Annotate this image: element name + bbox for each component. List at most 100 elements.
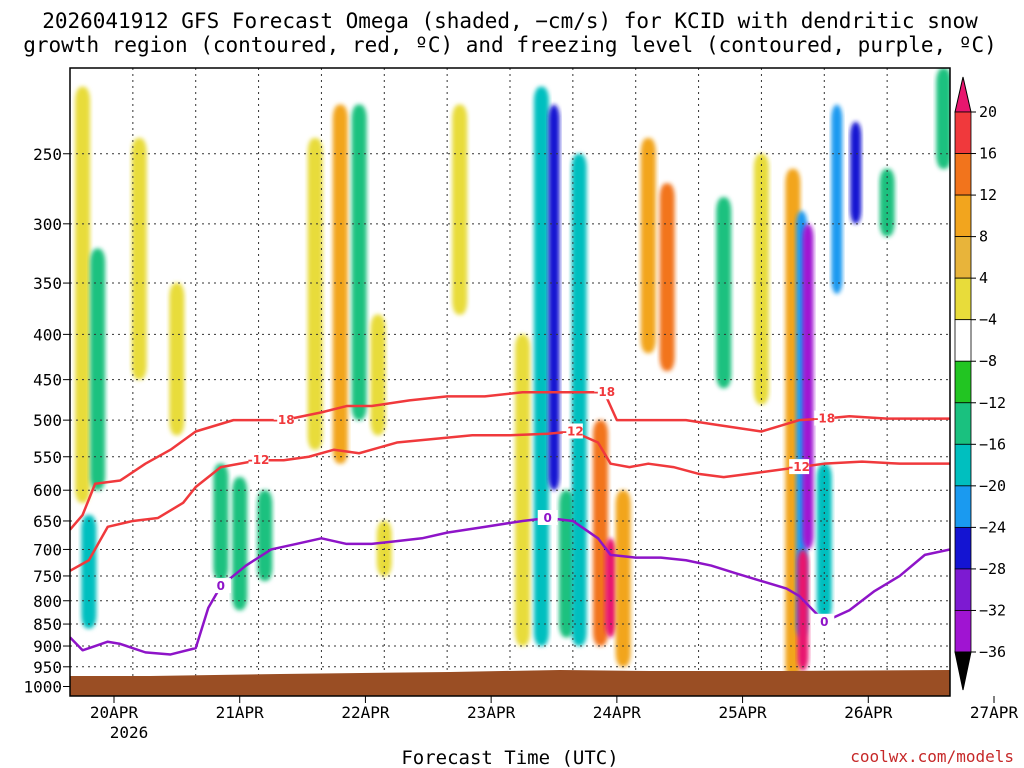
colorbar-swatch <box>954 568 972 611</box>
chart-title-line2: growth region (contoured, red, ºC) and f… <box>23 33 997 57</box>
omega-cell <box>797 549 809 671</box>
contour-label-bg <box>273 412 294 428</box>
omega-cell <box>816 463 832 620</box>
colorbar-label: −16 <box>979 435 1006 453</box>
colorbar-label: −12 <box>979 394 1006 412</box>
omega-cell <box>548 104 560 491</box>
colorbar: 20 16 12 8 4 −4 −8 −12 −16 −20 −24 −28 −32 −36 <box>954 76 1006 691</box>
x-axis-label: Forecast Time (UTC) <box>401 747 618 768</box>
omega-cell <box>615 490 631 667</box>
omega-cell <box>307 138 323 450</box>
omega-cell <box>593 420 609 647</box>
omega-cell <box>75 86 91 503</box>
colorbar-label: 20 <box>979 103 997 121</box>
x-tick-label: 23APR <box>467 703 516 722</box>
omega-cell <box>370 314 386 436</box>
y-tick-label: 250 <box>33 145 62 164</box>
y-tick-label: 800 <box>33 592 62 611</box>
y-tick-label: 550 <box>33 448 62 467</box>
contour-label-bg <box>537 509 558 525</box>
y-tick-label: 650 <box>33 512 62 531</box>
y-tick-label: 700 <box>33 540 62 559</box>
omega-cell <box>659 183 675 372</box>
omega-cell <box>831 104 843 294</box>
colorbar-swatch <box>954 610 972 653</box>
omega-cell <box>81 515 97 629</box>
omega-cell <box>515 334 531 647</box>
colorbar-label: −20 <box>979 477 1006 495</box>
y-tick-label: 850 <box>33 615 62 634</box>
contour-label: 0 <box>820 615 828 629</box>
x-axis: 20APR 21APR 22APR 23APR 24APR 25APR 26APR 27APR <box>90 696 1019 722</box>
x-year-label: 2026 <box>110 723 149 742</box>
x-tick-label: 25APR <box>718 703 767 722</box>
colorbar-label: −28 <box>979 560 1006 578</box>
omega-cell <box>257 490 273 582</box>
contour-label: -18 <box>273 413 295 427</box>
colorbar-swatch <box>954 111 972 154</box>
temperature-contours: -18 -18 -18 -12 -12 -12 0 0 0 <box>70 384 950 656</box>
colorbar-swatch <box>954 153 972 196</box>
omega-cell <box>533 86 549 647</box>
contour-label: 0 <box>544 511 552 525</box>
colorbar-swatch <box>954 277 972 321</box>
colorbar-label: −32 <box>979 601 1006 619</box>
omega-cell <box>169 283 185 436</box>
omega-cell <box>332 104 348 464</box>
contour-label: 0 <box>217 579 225 593</box>
colorbar-label: 12 <box>979 186 997 204</box>
omega-cell <box>351 104 367 421</box>
omega-cell <box>640 138 656 354</box>
contour-line <box>70 430 950 572</box>
contour-label-bg <box>594 384 615 400</box>
omega-cell <box>452 104 468 315</box>
x-tick-label: 26APR <box>844 703 893 722</box>
colorbar-label: −36 <box>979 643 1006 661</box>
contour-label: -18 <box>593 385 615 399</box>
colorbar-swatch <box>954 526 972 570</box>
omega-cell <box>936 68 950 169</box>
y-tick-label: 1000 <box>23 678 62 697</box>
contour-label: -18 <box>813 412 835 426</box>
x-tick-label: 27APR <box>970 703 1019 722</box>
omega-cell <box>605 538 617 638</box>
contour-label: -12 <box>248 453 270 467</box>
x-tick-label: 20APR <box>90 703 139 722</box>
y-tick-label: 450 <box>33 371 62 390</box>
contour-label-bg <box>814 410 835 426</box>
colorbar-swatch <box>954 443 972 487</box>
ground-terrain <box>70 670 950 696</box>
y-tick-label: 500 <box>33 411 62 430</box>
colorbar-bottom-arrow <box>954 651 972 691</box>
contour-label-bg <box>210 578 231 594</box>
chart-title-line1: 2026041912 GFS Forecast Omega (shaded, −… <box>42 9 978 33</box>
omega-cell <box>90 248 106 491</box>
colorbar-swatch <box>954 402 972 445</box>
colorbar-swatch <box>954 360 972 404</box>
contour-label: -12 <box>562 424 584 438</box>
contour-label-bg <box>562 423 583 439</box>
colorbar-label: 16 <box>979 145 997 163</box>
y-tick-label: 400 <box>33 325 62 344</box>
y-tick-label: 750 <box>33 567 62 586</box>
omega-cell <box>850 121 862 224</box>
x-tick-label: 24APR <box>593 703 642 722</box>
omega-cell <box>879 168 895 237</box>
omega-cell <box>716 197 732 389</box>
omega-cell <box>802 223 814 550</box>
x-tick-label: 21APR <box>216 703 265 722</box>
colorbar-swatch <box>954 236 972 279</box>
omega-cell <box>571 153 587 647</box>
watermark: coolwx.com/models <box>850 747 1014 766</box>
y-tick-label: 300 <box>33 215 62 234</box>
y-tick-label: 350 <box>33 274 62 293</box>
omega-cell <box>232 477 248 611</box>
omega-cell <box>131 138 147 380</box>
contour-label-bg <box>789 459 810 475</box>
y-tick-label: 900 <box>33 637 62 656</box>
contour-label-bg <box>814 613 835 629</box>
colorbar-label: −8 <box>979 352 997 370</box>
contour-line <box>70 390 950 531</box>
contour-label-bg <box>248 452 269 468</box>
